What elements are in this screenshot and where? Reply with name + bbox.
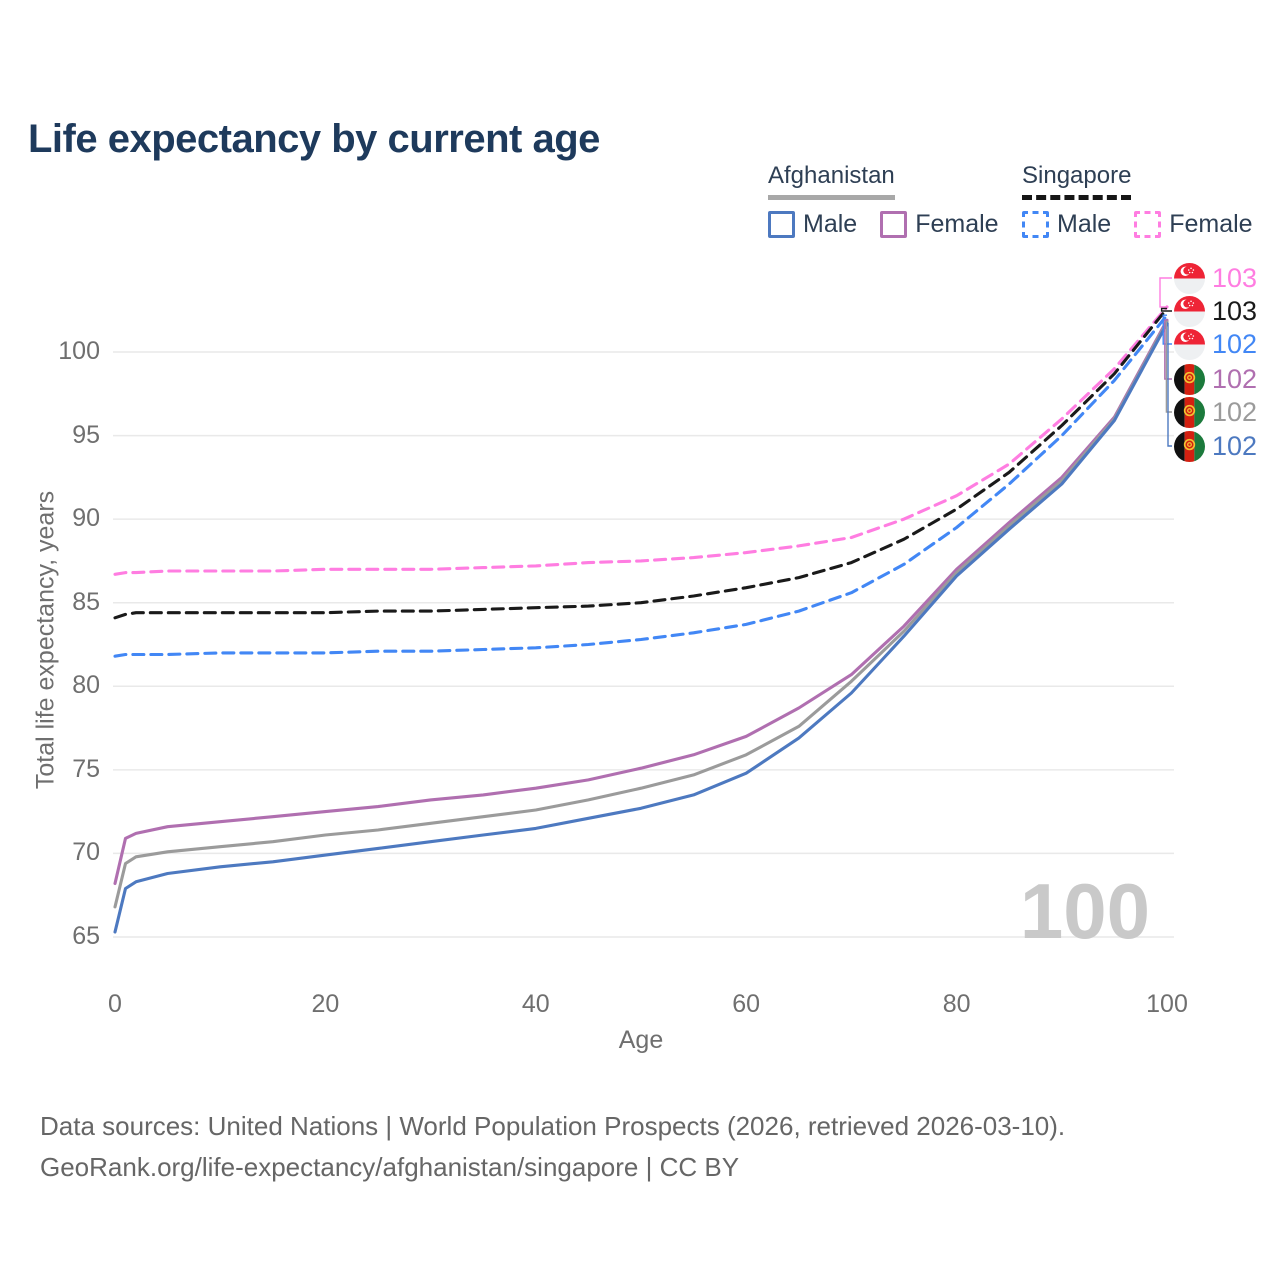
y-tick-90: 90 xyxy=(72,504,100,533)
legend-item-afghanistan-male[interactable]: Male xyxy=(768,210,857,239)
end-value-af-both: 102 xyxy=(1212,397,1258,427)
end-label-row-af-both[interactable]: 102 xyxy=(1174,396,1257,428)
singapore-flag-icon xyxy=(1174,328,1205,360)
singapore-flag-icon xyxy=(1174,295,1205,327)
legend-group-afghanistan: Afghanistan Male Female xyxy=(768,162,1013,239)
series-line-sg-female[interactable] xyxy=(113,305,1169,576)
end-label-row-sg-female[interactable]: 103 xyxy=(1174,262,1257,294)
legend-items-singapore: Male Female xyxy=(1022,210,1267,239)
end-label-connector-af-male xyxy=(1167,322,1172,447)
x-axis-title: Age xyxy=(618,1026,664,1054)
end-label-row-af-male[interactable]: 102 xyxy=(1174,430,1257,462)
y-tick-85: 85 xyxy=(72,587,100,616)
legend-item-afghanistan-female[interactable]: Female xyxy=(880,210,999,239)
afghanistan-flag-icon xyxy=(1174,396,1205,428)
y-tick-100: 100 xyxy=(58,337,100,365)
end-label-row-sg-both[interactable]: 103 xyxy=(1174,295,1257,327)
legend-label-afghanistan-female: Female xyxy=(915,210,999,238)
end-label-connector-sg-both xyxy=(1160,307,1172,312)
afghanistan-male-checkbox[interactable] xyxy=(768,211,795,238)
legend-label-afghanistan-male: Male xyxy=(803,210,858,238)
x-tick-100: 100 xyxy=(1146,990,1188,1018)
current-age-watermark: 100 xyxy=(1019,867,1150,955)
y-axis-title: Total life expectancy, years xyxy=(31,490,60,790)
x-tick-0: 0 xyxy=(108,990,122,1018)
footer: Data sources: United Nations | World Pop… xyxy=(40,1106,1065,1188)
legend-country-singapore[interactable]: Singapore xyxy=(1022,162,1132,200)
end-value-af-male: 102 xyxy=(1212,431,1258,461)
legend-item-singapore-male[interactable]: Male xyxy=(1022,210,1111,239)
end-value-af-female: 102 xyxy=(1212,364,1258,394)
legend-item-singapore-female[interactable]: Female xyxy=(1134,210,1253,239)
series-line-af-female[interactable] xyxy=(113,318,1169,886)
y-tick-65: 65 xyxy=(72,922,100,950)
legend-label-singapore-female: Female xyxy=(1169,210,1253,238)
legend-label-singapore-male: Male xyxy=(1057,210,1112,238)
afghanistan-flag-icon xyxy=(1174,430,1205,462)
x-tick-80: 80 xyxy=(942,990,971,1018)
page-title: Life expectancy by current age xyxy=(28,116,600,161)
end-label-connector-af-both xyxy=(1165,321,1172,413)
y-tick-75: 75 xyxy=(72,754,100,783)
legend-items-afghanistan: Male Female xyxy=(768,210,1013,239)
end-value-sg-male: 102 xyxy=(1212,329,1258,359)
x-tick-40: 40 xyxy=(521,990,550,1018)
series-line-sg-both[interactable] xyxy=(113,306,1169,620)
singapore-male-checkbox[interactable] xyxy=(1022,211,1049,238)
series-line-af-male[interactable] xyxy=(113,322,1169,934)
singapore-female-checkbox[interactable] xyxy=(1134,211,1162,238)
end-value-sg-female: 103 xyxy=(1212,263,1258,293)
footer-attribution: GeoRank.org/life-expectancy/afghanistan/… xyxy=(40,1152,740,1182)
legend-country-afghanistan[interactable]: Afghanistan xyxy=(768,162,895,200)
y-tick-80: 80 xyxy=(72,671,100,700)
end-label-row-sg-male[interactable]: 102 xyxy=(1174,328,1257,360)
series-line-sg-male[interactable] xyxy=(113,313,1169,658)
legend-group-singapore: Singapore Male Female xyxy=(1022,162,1267,239)
footer-data-sources: Data sources: United Nations | World Pop… xyxy=(40,1111,1066,1141)
x-tick-60: 60 xyxy=(732,990,761,1018)
y-tick-70: 70 xyxy=(72,838,100,867)
end-label-connector-sg-female xyxy=(1159,277,1172,308)
afghanistan-flag-icon xyxy=(1174,363,1205,395)
x-tick-20: 20 xyxy=(311,990,340,1018)
series-line-af-both[interactable] xyxy=(113,320,1169,909)
end-value-sg-both: 103 xyxy=(1212,296,1258,326)
end-label-row-af-female[interactable]: 102 xyxy=(1174,363,1257,395)
y-tick-95: 95 xyxy=(72,420,100,449)
singapore-flag-icon xyxy=(1174,262,1205,294)
afghanistan-female-checkbox[interactable] xyxy=(880,211,908,238)
